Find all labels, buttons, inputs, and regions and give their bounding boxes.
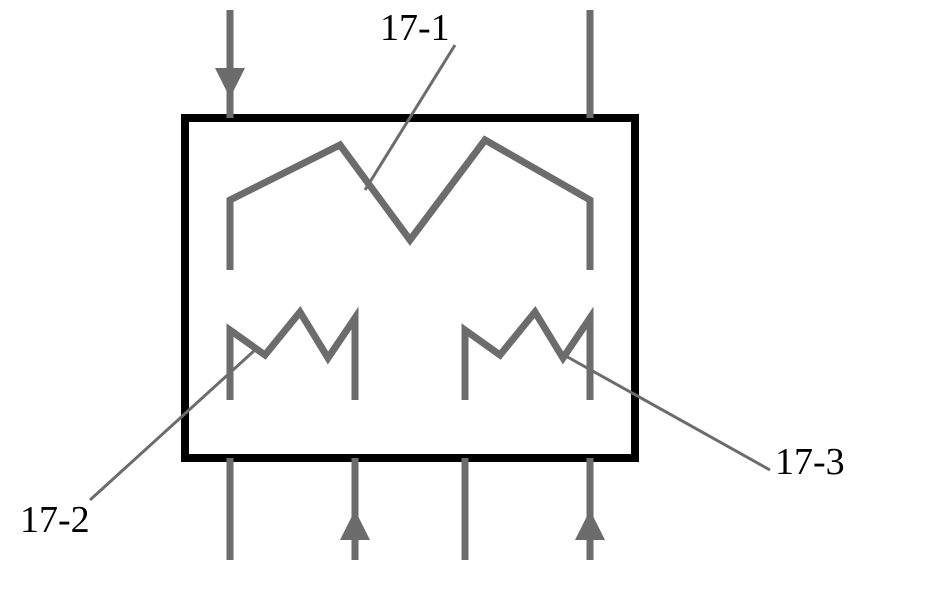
heat-exchanger-box (185, 118, 635, 458)
leader-bottom-right (555, 350, 770, 470)
arrow-up-icon (340, 510, 370, 540)
coil-top (230, 140, 590, 270)
arrow-up-icon (575, 510, 605, 540)
label-top: 17-1 (380, 6, 450, 50)
diagram-svg (0, 0, 937, 594)
arrow-down-icon (215, 68, 245, 98)
label-bottom-right: 17-3 (775, 440, 845, 484)
label-bottom-left: 17-2 (20, 498, 90, 542)
coil-bottom-right (465, 312, 590, 400)
